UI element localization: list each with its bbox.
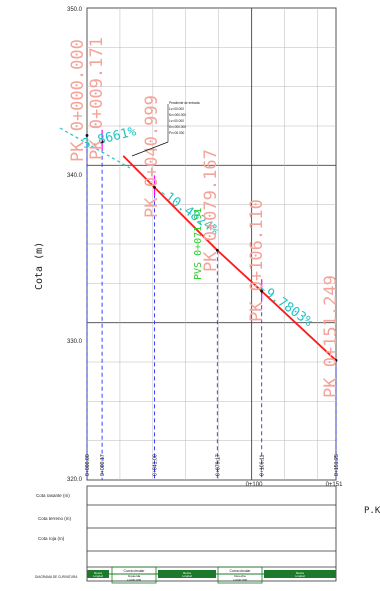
vertical-markers: [101, 129, 263, 300]
curv-title-3: Curva circular: [230, 569, 252, 573]
grade-vertex: [100, 140, 104, 144]
pk-label-4: PK 0+106.110: [247, 199, 267, 322]
grade-vertex: [334, 359, 338, 362]
callout-line-2: Kv=000.000: [169, 113, 186, 117]
curv-title-1: Curva circular: [124, 569, 146, 573]
pvs-label: PVS 0+071.91: [193, 208, 204, 280]
curvature-segment-curva-der: Curva circular Derecha L=000.000: [217, 566, 263, 584]
grade-vertex: [215, 248, 219, 252]
x-axis-label: P.K: [364, 506, 380, 516]
curvature-segment-curva-izq: Curva circular Izquierda L=000.000: [111, 566, 157, 584]
callout-line-0: Pendiente de entrada: [169, 101, 200, 105]
curv-extra-1: L=000.000: [127, 578, 142, 582]
pk-label-5: PK 0+151.249: [321, 275, 341, 398]
y-axis-label: Cota (m): [34, 242, 45, 290]
y-tick-340: 340.0: [67, 173, 83, 179]
curv-title-2: Recta: [183, 571, 191, 575]
callout-line-5: Pv=00.000: [169, 131, 185, 135]
callout-line-1: Lv=00.000: [169, 107, 184, 111]
station-label: 0+041.00: [152, 454, 158, 476]
pk-label-1: PK 0+009.171: [87, 37, 107, 160]
station-label: 0+079.17: [215, 454, 221, 476]
row-label-cota-rasante: Cota rasante (m): [36, 493, 70, 498]
vertical-curve-callout: Pendiente de entrada Lv=00.000 Kv=000.00…: [131, 101, 200, 157]
y-tick-330: 330.0: [67, 339, 83, 345]
station-label: 0+151.25: [334, 454, 340, 476]
curv-sub-0: Longitud: [93, 575, 103, 578]
curvature-segment-recta-2: Recta Longitud: [158, 570, 216, 578]
grade-vertex: [153, 185, 156, 189]
grid-vertical-lines: [119, 8, 318, 480]
callout-line-3: Lv=00.000: [169, 119, 184, 123]
y-tick-320: 320.0: [67, 477, 83, 483]
station-label: 0+000.00: [85, 454, 91, 476]
pk-label-2: PK 0+040.999: [142, 95, 162, 218]
curv-sub-3: Derecha: [234, 574, 246, 578]
station-lines: 0+000.00 0+009.17 0+041.00 0+079.17 0+106.11…: [85, 135, 340, 480]
curvature-segment-recta-1: Recta Longitud: [87, 570, 109, 578]
curvature-segment-recta-3: Recta Longitud: [264, 570, 336, 578]
curv-sub-4: Longitud: [295, 575, 305, 578]
curv-sub-2: Longitud: [182, 575, 192, 578]
x-tick-0100: 0+100: [246, 482, 264, 488]
grade-vertex: [260, 289, 264, 293]
row-label-cota-terreno: Cota terreno (m): [38, 516, 72, 521]
data-table: Cota rasante (m) Cota terreno (m) Cota r…: [35, 485, 337, 582]
row-label-cota-roja: Cota roja (m): [38, 536, 65, 541]
x-tick-0151: 0+151: [326, 482, 344, 488]
curv-title-0: Recta: [94, 571, 102, 575]
curv-title-4: Recta: [296, 571, 304, 575]
callout-line-4: Kv=000.000: [169, 125, 186, 129]
curvature-diagram: Recta Longitud Curva circular Izquierda …: [87, 566, 336, 584]
grade-vertex: [85, 134, 89, 137]
y-tick-350: 350.0: [67, 7, 83, 13]
station-label: 0+009.17: [100, 454, 106, 476]
grade-vertices: [85, 134, 338, 362]
pk-label-0: PK 0+000.000: [68, 39, 88, 162]
curv-sub-1: Izquierda: [128, 574, 141, 578]
grade-segment-entry: [59, 127, 131, 169]
station-label: 0+106.11: [260, 454, 266, 476]
row-label-curvatura: DIAGRAMA DE CURVATURA: [35, 575, 78, 579]
curv-extra-3: L=000.000: [233, 578, 248, 582]
pk-label-3: PK 0+079.167: [201, 149, 221, 272]
